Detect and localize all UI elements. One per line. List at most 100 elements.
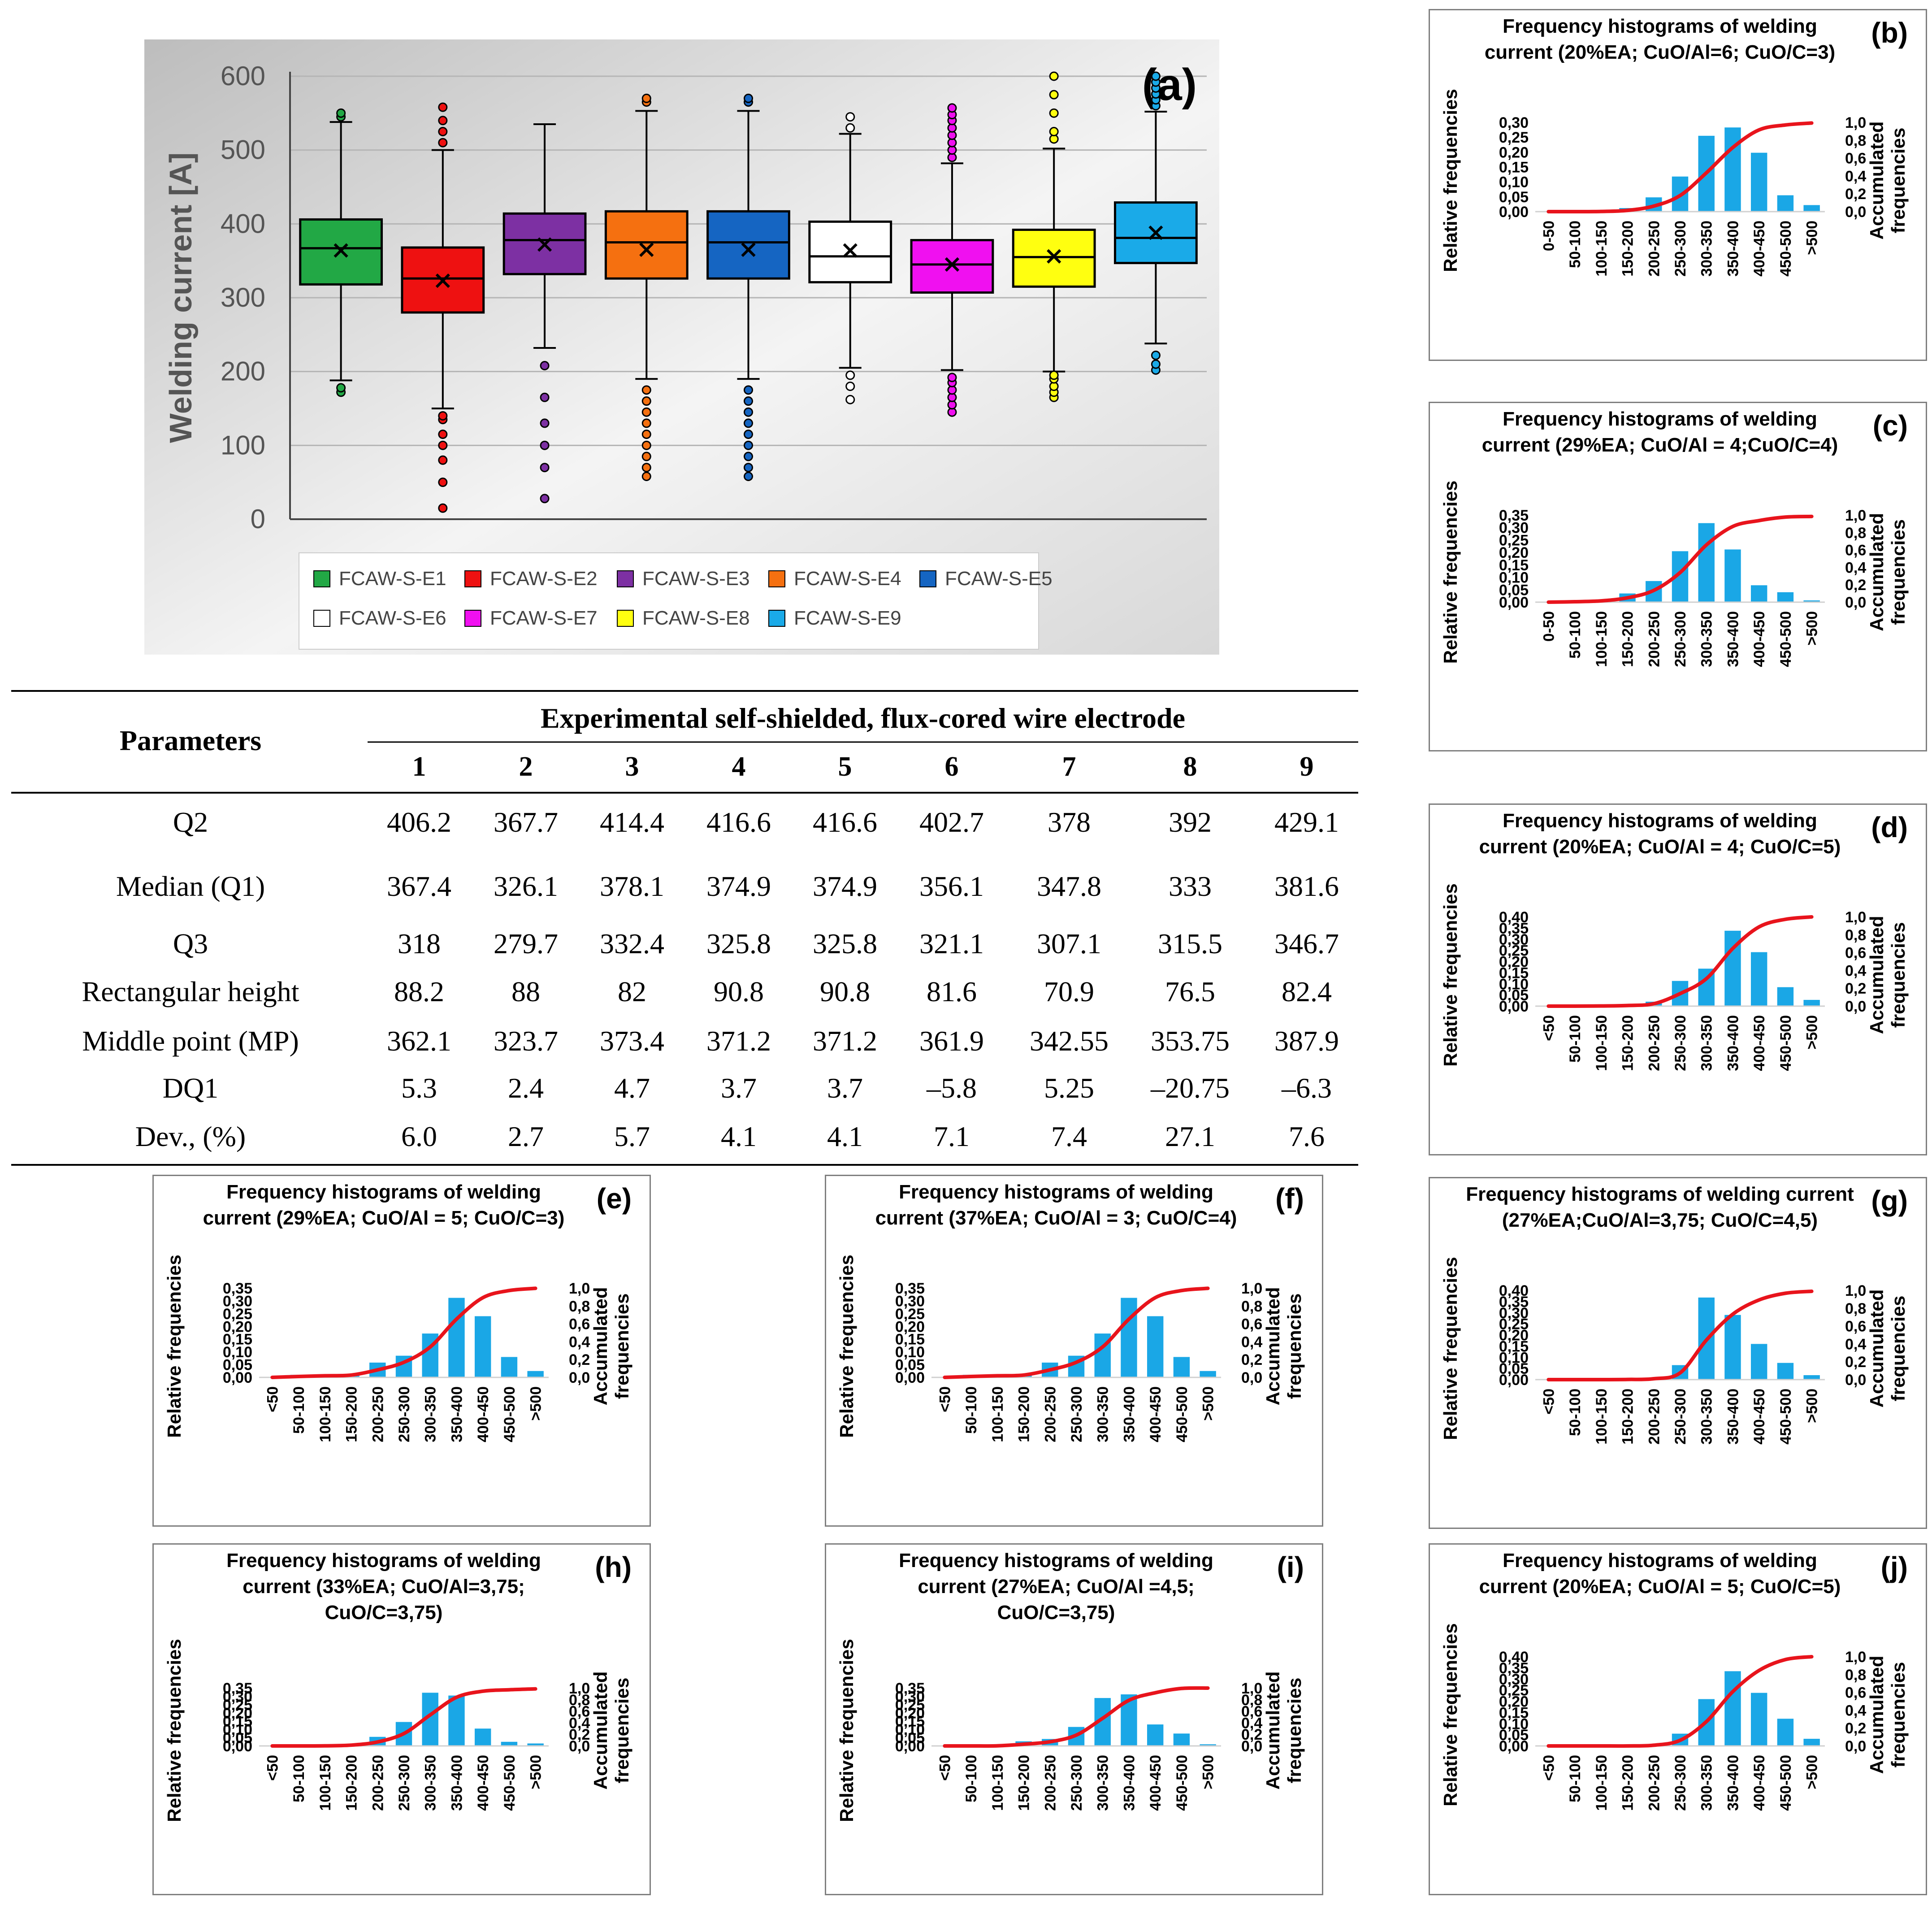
cumulative-curve [943, 1286, 1210, 1379]
table-cell: 76.5 [1165, 976, 1215, 1007]
x-tick-label: 200-250 [1646, 221, 1663, 277]
y-tick-label: 400 [221, 208, 265, 239]
table-cell: 321.1 [919, 928, 984, 960]
y-tick-label: 0,05 [1499, 582, 1529, 599]
histogram-title: current (37%EA; CuO/Al = 3; CuO/C=4) [875, 1207, 1237, 1229]
table-cell: 27.1 [1165, 1120, 1215, 1152]
table-cell: 374.9 [706, 870, 771, 902]
table-cell: 318 [398, 928, 441, 960]
table-cell: 90.8 [714, 976, 764, 1007]
y2-axis-title: Accumulated [1866, 122, 1887, 240]
table-row: Middle point (MP) 362.1 323.7 373.4 371.2 371… [82, 1025, 1339, 1057]
outlier-point [845, 123, 855, 133]
outlier-point [641, 452, 651, 461]
x-tick-label: 100-150 [989, 1755, 1006, 1811]
x-tick-label: 50-100 [1567, 1389, 1584, 1436]
histogram-title: Frequency histograms of welding [899, 1550, 1213, 1572]
x-tick-label: 250-300 [1672, 611, 1689, 667]
x-tick-label: 50-100 [290, 1755, 308, 1802]
table-column-header: 2 [519, 751, 533, 782]
y-tick-label: 0,35 [895, 1680, 925, 1697]
y2-tick-label: 0,2 [1845, 1720, 1866, 1737]
histogram-panel-d: Frequency histograms of welding current (… [1429, 803, 1927, 1155]
table-cell: 88 [511, 976, 540, 1007]
x-tick-label: >500 [1200, 1386, 1217, 1421]
histogram-bar [1803, 205, 1820, 212]
y-tick-label: 0,25 [895, 1697, 925, 1714]
boxplot-chart: 0 100 200 300 400 500 600 Welding current [A] (a… [144, 39, 1219, 655]
table-row: Median (Q1) 367.4 326.1 378.1 374.9 374.9 356.… [116, 870, 1339, 902]
y-tick-label: 0,00 [223, 1738, 252, 1755]
histogram-title: Frequency histograms of welding [1503, 15, 1817, 37]
histogram-chart-g: Frequency histograms of welding current (… [1440, 1183, 1909, 1445]
histogram-bar [1147, 1316, 1164, 1377]
box-fcaw-s-e1 [299, 108, 383, 397]
panel-label-e: (e) [597, 1182, 632, 1215]
y-tick-label: 0,15 [1499, 1704, 1529, 1721]
y2-tick-label: 0,4 [1241, 1333, 1262, 1350]
x-tick-label: >500 [528, 1386, 545, 1421]
outlier-point [641, 440, 651, 450]
table-cell: –6.3 [1281, 1072, 1332, 1104]
y2-tick-label: 0,2 [569, 1726, 590, 1743]
x-tick-label: <50 [936, 1386, 953, 1412]
y-tick-label: 0,20 [1499, 954, 1529, 971]
y2-tick-label: 0,0 [569, 1369, 590, 1386]
table-cell: 4.1 [827, 1120, 863, 1152]
table-column-header: 7 [1062, 751, 1076, 782]
histogram-bar [527, 1743, 544, 1746]
table-cell: 81.6 [927, 976, 977, 1007]
panel-label-d: (d) [1871, 811, 1908, 843]
x-tick-label: 150-200 [1016, 1386, 1033, 1442]
histogram-bar [1803, 600, 1820, 602]
table-cell: 70.9 [1044, 976, 1094, 1007]
histogram-panel-c: Frequency histograms of welding current (… [1429, 402, 1927, 751]
outlier-point [744, 471, 753, 481]
y2-tick-label: 0,8 [1845, 132, 1866, 149]
y-tick-label: 0,20 [223, 1705, 252, 1722]
y-axis-title: Relative frequencies [836, 1639, 857, 1822]
table-row-label: Middle point (MP) [82, 1025, 299, 1057]
mean-marker [1047, 249, 1061, 264]
outlier-point [744, 440, 753, 450]
outlier-point [744, 93, 753, 103]
y2-tick-label: 1,0 [1845, 1282, 1866, 1299]
y-tick-label: 0,05 [1499, 1360, 1529, 1377]
table-cell: 414.4 [600, 806, 664, 838]
x-tick-label: 250-300 [1672, 221, 1689, 277]
outlier-point [845, 112, 855, 122]
histogram-title: current (20%EA; CuO/Al = 5; CuO/C=5) [1479, 1576, 1841, 1598]
table-cell: 371.2 [706, 1025, 771, 1057]
y2-axis-title: Accumulated [1262, 1672, 1283, 1790]
table-cell: 402.7 [919, 806, 984, 838]
table-cell: 4.1 [721, 1120, 757, 1152]
histogram-chart-d: Frequency histograms of welding current (… [1440, 810, 1909, 1071]
outlier-point [744, 396, 753, 406]
outlier-point [744, 418, 753, 428]
outlier-point [947, 373, 957, 382]
y2-tick-label: 0,0 [1845, 1738, 1866, 1755]
outlier-point [1151, 71, 1161, 81]
y-tick-label: 0,30 [895, 1688, 925, 1705]
x-tick-label: 250-300 [1068, 1386, 1085, 1442]
x-tick-label: >500 [528, 1755, 545, 1789]
legend-label: FCAW-S-E3 [642, 568, 750, 590]
x-tick-label: 200-250 [1646, 1755, 1663, 1811]
parameters-table-drawing: Parameters Experimental self-shielded, f… [11, 690, 1358, 1166]
legend-label: FCAW-S-E8 [642, 607, 750, 629]
table-cell: 367.7 [494, 806, 558, 838]
y-tick-label: 0,00 [1499, 1372, 1529, 1389]
y2-tick-label: 0,0 [1845, 594, 1866, 611]
outlier-point [438, 478, 448, 487]
outlier-point [641, 93, 651, 103]
y-tick-label: 0,15 [1499, 1338, 1529, 1355]
y-tick-label: 0,20 [895, 1318, 925, 1335]
legend-label: FCAW-S-E5 [945, 568, 1053, 590]
histogram-bar [1173, 1733, 1190, 1746]
table-column-headers: 1 2 3 4 5 6 7 8 9 [412, 751, 1314, 782]
table-cell: 4.7 [614, 1072, 650, 1104]
y-axis-title: Relative frequencies [836, 1255, 857, 1438]
box-fcaw-s-e5 [706, 93, 790, 481]
x-tick-label: 450-500 [1777, 1755, 1794, 1811]
outlier-point [540, 392, 550, 402]
